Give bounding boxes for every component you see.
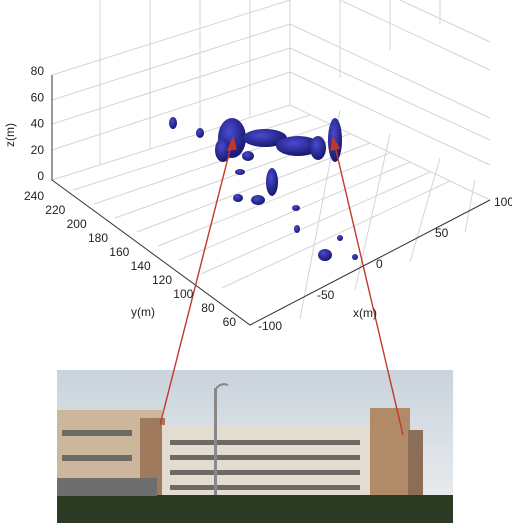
y-tick-label: 120 bbox=[152, 273, 172, 287]
y-tick-label: 80 bbox=[201, 301, 215, 315]
y-axis-label: y(m) bbox=[131, 305, 155, 319]
y-tick-label: 140 bbox=[131, 259, 151, 273]
grid-box bbox=[51, 0, 491, 320]
x-tick-label: 0 bbox=[376, 257, 383, 271]
x-axis-label: x(m) bbox=[353, 306, 377, 320]
x-tick-label: -50 bbox=[317, 288, 335, 302]
x-tick-label: 100 bbox=[494, 195, 512, 209]
axes bbox=[51, 75, 491, 326]
y-tick-label: 180 bbox=[88, 231, 108, 245]
y-tick-label: 220 bbox=[45, 203, 65, 217]
y-tick-label: 100 bbox=[173, 287, 193, 301]
z-tick-label: 80 bbox=[31, 64, 45, 78]
z-tick-label: 0 bbox=[37, 169, 44, 183]
photo bbox=[57, 370, 453, 523]
y-tick-label: 200 bbox=[67, 217, 87, 231]
y-tick-label: 160 bbox=[109, 245, 129, 259]
z-axis-label: z(m) bbox=[3, 123, 17, 147]
x-tick-label: -100 bbox=[258, 319, 282, 333]
z-tick-label: 40 bbox=[31, 117, 45, 131]
y-tick-label: 240 bbox=[24, 189, 44, 203]
z-tick-label: 60 bbox=[31, 90, 45, 104]
z-tick-label: 20 bbox=[31, 143, 45, 157]
arrows bbox=[159, 135, 404, 436]
x-tick-label: 50 bbox=[435, 226, 449, 240]
y-tick-label: 60 bbox=[223, 315, 237, 329]
